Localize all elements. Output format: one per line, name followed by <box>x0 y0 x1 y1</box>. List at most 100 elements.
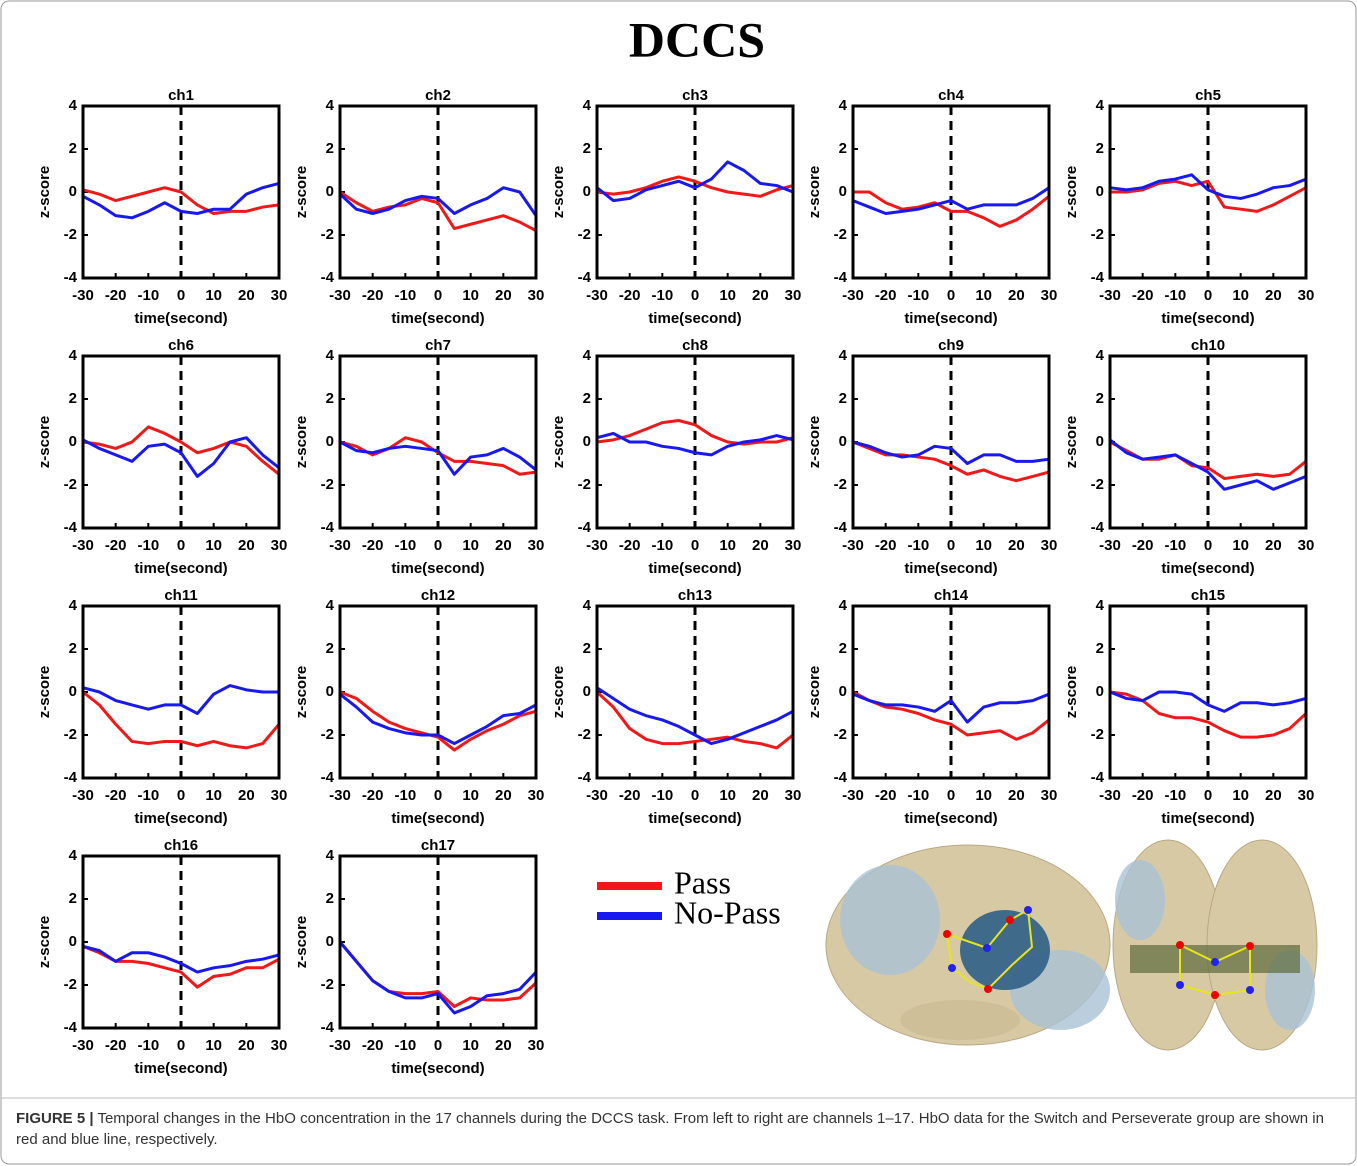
y-tick-label: -2 <box>64 976 77 993</box>
y-axis-label: z-score <box>550 416 567 469</box>
plot-frame <box>340 606 536 778</box>
x-tick-label: -10 <box>1164 537 1186 554</box>
y-tick-label: 2 <box>326 640 334 657</box>
x-tick-label: -10 <box>394 787 416 804</box>
x-tick-label: -10 <box>394 537 416 554</box>
y-tick-label: 2 <box>326 890 334 907</box>
x-tick-label: -30 <box>329 787 351 804</box>
y-tick-label: 0 <box>583 433 591 450</box>
x-tick-label: -20 <box>362 537 384 554</box>
x-tick-label: 0 <box>177 1037 185 1054</box>
y-tick-label: -4 <box>834 769 848 786</box>
y-tick-label: 0 <box>326 933 334 950</box>
x-tick-label: -20 <box>1132 787 1154 804</box>
x-tick-label: -30 <box>72 787 94 804</box>
x-tick-label: 20 <box>1008 537 1025 554</box>
x-tick-label: 30 <box>1298 537 1315 554</box>
y-tick-label: 4 <box>69 847 78 864</box>
x-tick-label: 10 <box>205 287 222 304</box>
x-tick-label: 0 <box>434 287 442 304</box>
x-tick-label: 20 <box>752 287 769 304</box>
y-tick-label: -2 <box>321 726 334 743</box>
y-tick-label: 4 <box>1096 347 1105 364</box>
x-tick-label: -20 <box>362 787 384 804</box>
x-axis-label: time(second) <box>391 560 484 577</box>
chart-title: ch11 <box>164 587 197 604</box>
y-tick-label: 2 <box>1096 140 1104 157</box>
y-tick-label: 0 <box>69 433 77 450</box>
chart-title: ch12 <box>421 587 455 604</box>
x-tick-label: 30 <box>1041 787 1058 804</box>
x-tick-label: -30 <box>329 537 351 554</box>
x-tick-label: 10 <box>719 787 736 804</box>
x-axis-label: time(second) <box>391 810 484 827</box>
x-tick-label: 20 <box>752 537 769 554</box>
plot-frame <box>1110 106 1306 278</box>
x-tick-label: -10 <box>1164 787 1186 804</box>
y-axis-label: z-score <box>293 916 310 969</box>
chart-title: ch16 <box>164 837 198 854</box>
x-tick-label: 20 <box>752 787 769 804</box>
x-tick-label: -20 <box>105 537 127 554</box>
y-axis-label: z-score <box>806 166 823 219</box>
x-tick-label: -10 <box>651 537 673 554</box>
plot-frame <box>853 356 1049 528</box>
x-tick-label: 10 <box>462 537 479 554</box>
caption-label: FIGURE 5 | <box>16 1110 94 1127</box>
y-tick-label: -4 <box>1091 519 1105 536</box>
y-tick-label: 4 <box>326 847 335 864</box>
figure: DCCS ch1-4-2024-30-20-100102030time(seco… <box>0 0 1357 1166</box>
x-tick-label: -30 <box>586 537 608 554</box>
y-tick-label: -4 <box>64 769 78 786</box>
y-tick-label: -4 <box>1091 269 1105 286</box>
x-tick-label: 30 <box>1041 537 1058 554</box>
x-axis-label: time(second) <box>1161 560 1254 577</box>
brain-top <box>1113 840 1317 1050</box>
y-axis-label: z-score <box>293 666 310 719</box>
chart-title: ch6 <box>168 337 194 354</box>
figure-title: DCCS <box>629 11 765 67</box>
x-tick-label: 30 <box>1298 787 1315 804</box>
chart-title: ch15 <box>1191 587 1225 604</box>
y-axis-label: z-score <box>550 166 567 219</box>
x-tick-label: 30 <box>785 287 802 304</box>
x-tick-label: -30 <box>329 287 351 304</box>
x-tick-label: -10 <box>907 537 929 554</box>
x-tick-label: 0 <box>434 1037 442 1054</box>
x-tick-label: -20 <box>619 787 641 804</box>
y-tick-label: -4 <box>834 269 848 286</box>
chart-title: ch9 <box>938 337 964 354</box>
x-tick-label: -20 <box>619 287 641 304</box>
x-tick-label: -10 <box>137 787 159 804</box>
x-axis-label: time(second) <box>134 310 227 327</box>
y-tick-label: -2 <box>1091 726 1104 743</box>
x-tick-label: 20 <box>495 537 512 554</box>
caption: FIGURE 5 | Temporal changes in the HbO c… <box>16 1108 1341 1150</box>
y-tick-label: -4 <box>578 269 592 286</box>
plot-frame <box>340 856 536 1028</box>
x-tick-label: 30 <box>528 787 545 804</box>
x-axis-label: time(second) <box>648 560 741 577</box>
y-tick-label: 0 <box>839 683 847 700</box>
x-tick-label: 20 <box>238 537 255 554</box>
y-axis-label: z-score <box>36 666 53 719</box>
y-tick-label: -2 <box>578 476 591 493</box>
caption-text: Temporal changes in the HbO concentratio… <box>16 1110 1324 1148</box>
x-tick-label: 0 <box>691 287 699 304</box>
y-axis-label: z-score <box>806 666 823 719</box>
y-tick-label: 2 <box>69 140 77 157</box>
x-tick-label: -20 <box>875 787 897 804</box>
y-axis-label: z-score <box>293 416 310 469</box>
y-tick-label: 4 <box>326 347 335 364</box>
x-tick-label: 0 <box>1204 287 1212 304</box>
x-tick-label: 10 <box>719 537 736 554</box>
x-axis-label: time(second) <box>1161 310 1254 327</box>
x-tick-label: -20 <box>105 787 127 804</box>
x-tick-label: -30 <box>72 287 94 304</box>
plot-frame <box>83 606 279 778</box>
x-tick-label: -30 <box>1099 787 1121 804</box>
y-tick-label: 2 <box>326 390 334 407</box>
plot-frame <box>340 106 536 278</box>
x-tick-label: 30 <box>271 1037 288 1054</box>
chart-title: ch13 <box>678 587 712 604</box>
